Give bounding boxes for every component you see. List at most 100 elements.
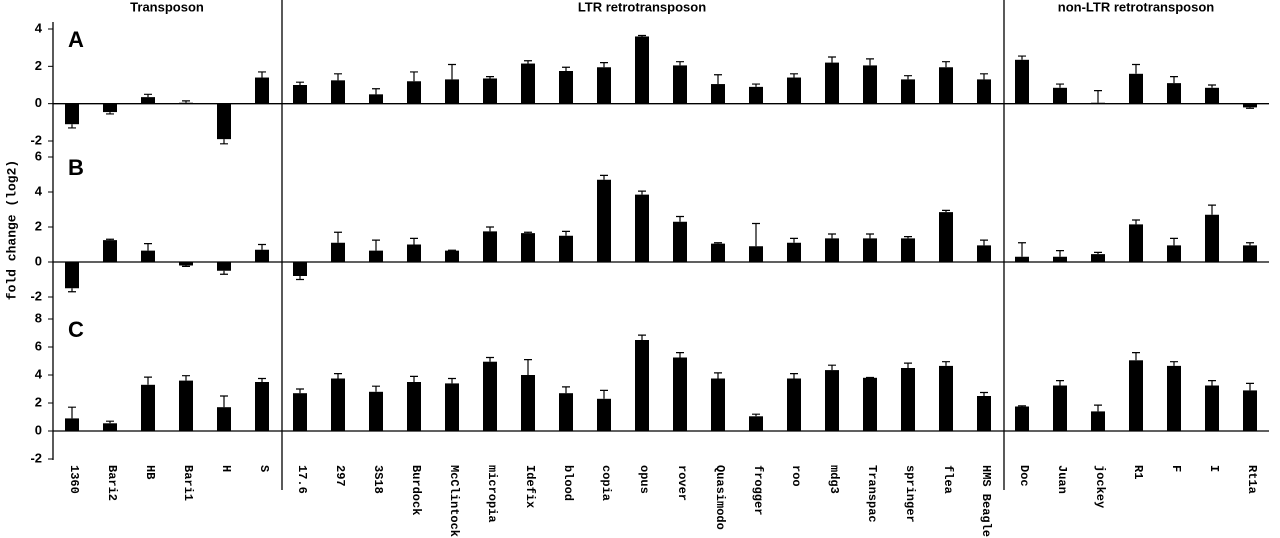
error-bar — [866, 233, 874, 239]
error-bar — [296, 276, 304, 281]
x-tick-label: Bari1 — [181, 465, 195, 501]
y-axis-label: fold change (log2) — [4, 160, 19, 300]
bar — [635, 340, 649, 431]
x-tick-label: McClintock — [447, 465, 461, 537]
error-bar — [1132, 352, 1140, 361]
error-bar — [676, 352, 684, 358]
error-bar — [980, 73, 988, 80]
bar — [559, 235, 573, 262]
bar — [1129, 224, 1143, 262]
bar — [483, 231, 497, 262]
x-tick-label: roo — [789, 465, 803, 487]
error-bar — [600, 389, 608, 399]
error-bar — [296, 81, 304, 85]
error-bar — [334, 231, 342, 243]
error-bar — [220, 395, 228, 408]
x-tick-label: Doc — [1017, 465, 1031, 487]
x-tick-label: 297 — [333, 465, 347, 487]
error-bar — [1246, 382, 1254, 391]
error-bar — [372, 88, 380, 95]
y-tick-label: 0 — [35, 253, 42, 268]
bar — [445, 250, 459, 262]
bar — [1015, 59, 1029, 104]
error-bar — [942, 361, 950, 366]
panel-label: C — [68, 317, 84, 342]
error-bar — [258, 71, 266, 78]
error-bar — [334, 73, 342, 81]
error-bar — [1246, 107, 1254, 109]
bar — [407, 244, 421, 262]
y-tick-label: 2 — [35, 218, 42, 233]
error-bar — [486, 356, 494, 362]
x-tick-label: jockey — [1093, 465, 1107, 508]
error-bar — [752, 222, 760, 247]
error-bar — [904, 236, 912, 239]
x-tick-label: I — [1207, 465, 1221, 472]
bar — [103, 240, 117, 262]
error-bar — [296, 388, 304, 394]
y-tick-label: 6 — [35, 338, 42, 353]
group-title: non-LTR retrotransposon — [1058, 0, 1215, 14]
bar — [673, 221, 687, 262]
x-tick-label: Transpac — [865, 465, 879, 523]
bar — [1091, 254, 1105, 262]
x-tick-label: flea — [941, 465, 955, 494]
bar — [749, 416, 763, 431]
x-tick-label: rover — [675, 465, 689, 501]
bar — [1243, 245, 1257, 262]
error-bar — [372, 385, 380, 392]
bar — [141, 97, 155, 104]
x-tick-label: HMS Beagle — [979, 465, 993, 537]
bar — [711, 243, 725, 262]
bar — [749, 86, 763, 104]
bar — [217, 103, 231, 140]
bar — [711, 378, 725, 431]
error-bar — [600, 62, 608, 68]
error-bar — [676, 61, 684, 66]
error-bar — [220, 270, 228, 275]
bar — [179, 380, 193, 431]
bar — [293, 85, 307, 104]
error-bar — [106, 112, 114, 115]
bar — [369, 250, 383, 262]
error-bar — [752, 413, 760, 417]
bar — [1205, 87, 1219, 104]
y-tick-label: 6 — [35, 148, 42, 163]
x-tick-label: F — [1169, 465, 1183, 472]
error-bar — [1132, 63, 1140, 74]
x-tick-label: 17.6 — [295, 465, 309, 494]
bar — [1243, 390, 1257, 431]
y-tick-label: 2 — [35, 394, 42, 409]
error-bar — [334, 373, 342, 379]
bar — [825, 62, 839, 104]
bar — [65, 262, 79, 289]
bar — [787, 378, 801, 431]
error-bar — [638, 34, 646, 37]
y-tick-label: 2 — [35, 58, 42, 73]
bar — [293, 393, 307, 431]
error-bar — [828, 364, 836, 371]
bar — [255, 77, 269, 104]
error-bar — [448, 63, 456, 80]
bar — [331, 80, 345, 104]
error-bar — [486, 226, 494, 232]
error-bar — [144, 93, 152, 98]
bar — [1091, 411, 1105, 431]
error-bar — [752, 83, 760, 87]
error-bar — [68, 124, 76, 129]
bar — [901, 368, 915, 431]
error-bar — [980, 239, 988, 246]
bar — [521, 233, 535, 262]
error-bar — [68, 406, 76, 419]
bar — [863, 377, 877, 431]
bar — [1167, 83, 1181, 104]
x-tick-label: R1 — [1131, 465, 1145, 479]
x-tick-label: HB — [143, 465, 157, 479]
error-bar — [942, 209, 950, 213]
error-bar — [600, 174, 608, 180]
bar — [635, 194, 649, 262]
bar — [559, 393, 573, 431]
bar — [103, 423, 117, 431]
bar — [141, 250, 155, 262]
bar — [901, 238, 915, 262]
